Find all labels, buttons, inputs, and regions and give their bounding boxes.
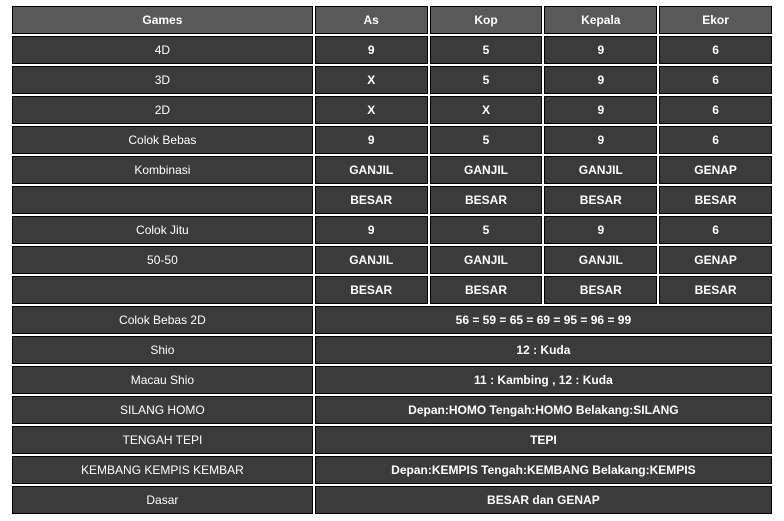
game-cell: 3D	[12, 66, 313, 94]
merged-value-cell: 11 : Kambing , 12 : Kuda	[315, 366, 772, 394]
table-row: Shio12 : Kuda	[12, 336, 772, 364]
value-cell: BESAR	[544, 276, 657, 304]
game-cell: Colok Jitu	[12, 216, 313, 244]
merged-value-cell: 12 : Kuda	[315, 336, 772, 364]
value-cell: BESAR	[659, 186, 772, 214]
game-cell: Dasar	[12, 486, 313, 514]
table-body: 4D95963DX5962DXX96Colok Bebas9596Kombina…	[12, 36, 772, 514]
table-row: KombinasiGANJILGANJILGANJILGENAP	[12, 156, 772, 184]
value-cell: 5	[430, 36, 543, 64]
game-cell: Macau Shio	[12, 366, 313, 394]
value-cell: X	[315, 66, 428, 94]
value-cell: X	[430, 96, 543, 124]
game-cell: 50-50	[12, 246, 313, 274]
game-cell: 2D	[12, 96, 313, 124]
col-header-kop: Kop	[430, 6, 543, 34]
value-cell: X	[315, 96, 428, 124]
value-cell: BESAR	[659, 276, 772, 304]
value-cell: 9	[315, 36, 428, 64]
value-cell: GANJIL	[315, 246, 428, 274]
value-cell: 9	[544, 66, 657, 94]
game-cell: Colok Bebas	[12, 126, 313, 154]
value-cell: GENAP	[659, 246, 772, 274]
value-cell: 9	[544, 96, 657, 124]
game-cell	[12, 276, 313, 304]
value-cell: GENAP	[659, 156, 772, 184]
value-cell: 9	[315, 216, 428, 244]
table-row: TENGAH TEPITEPI	[12, 426, 772, 454]
table-row: DasarBESAR dan GENAP	[12, 486, 772, 514]
merged-value-cell: Depan:HOMO Tengah:HOMO Belakang:SILANG	[315, 396, 772, 424]
table-row: SILANG HOMODepan:HOMO Tengah:HOMO Belaka…	[12, 396, 772, 424]
value-cell: GANJIL	[430, 246, 543, 274]
table-header-row: Games As Kop Kepala Ekor	[12, 6, 772, 34]
value-cell: 6	[659, 126, 772, 154]
table-row: BESARBESARBESARBESAR	[12, 186, 772, 214]
value-cell: 6	[659, 36, 772, 64]
value-cell: 9	[315, 126, 428, 154]
table-row: BESARBESARBESARBESAR	[12, 276, 772, 304]
game-cell: 4D	[12, 36, 313, 64]
value-cell: GANJIL	[315, 156, 428, 184]
value-cell: GANJIL	[544, 156, 657, 184]
value-cell: 9	[544, 36, 657, 64]
value-cell: BESAR	[315, 186, 428, 214]
game-cell: Colok Bebas 2D	[12, 306, 313, 334]
value-cell: 6	[659, 66, 772, 94]
value-cell: 9	[544, 216, 657, 244]
value-cell: BESAR	[315, 276, 428, 304]
value-cell: 5	[430, 66, 543, 94]
merged-value-cell: BESAR dan GENAP	[315, 486, 772, 514]
table-row: 50-50GANJILGANJILGANJILGENAP	[12, 246, 772, 274]
game-cell: Kombinasi	[12, 156, 313, 184]
merged-value-cell: Depan:KEMPIS Tengah:KEMBANG Belakang:KEM…	[315, 456, 772, 484]
table-row: 4D9596	[12, 36, 772, 64]
table-row: Colok Jitu9596	[12, 216, 772, 244]
table-row: Colok Bebas 2D56 = 59 = 65 = 69 = 95 = 9…	[12, 306, 772, 334]
merged-value-cell: TEPI	[315, 426, 772, 454]
value-cell: BESAR	[544, 186, 657, 214]
value-cell: 5	[430, 126, 543, 154]
value-cell: BESAR	[430, 186, 543, 214]
col-header-as: As	[315, 6, 428, 34]
value-cell: 6	[659, 96, 772, 124]
col-header-kepala: Kepala	[544, 6, 657, 34]
value-cell: 5	[430, 216, 543, 244]
value-cell: 6	[659, 216, 772, 244]
value-cell: 9	[544, 126, 657, 154]
game-cell: Shio	[12, 336, 313, 364]
value-cell: BESAR	[430, 276, 543, 304]
game-cell: SILANG HOMO	[12, 396, 313, 424]
table-row: Macau Shio11 : Kambing , 12 : Kuda	[12, 366, 772, 394]
value-cell: GANJIL	[430, 156, 543, 184]
table-row: KEMBANG KEMPIS KEMBARDepan:KEMPIS Tengah…	[12, 456, 772, 484]
results-table: Games As Kop Kepala Ekor 4D95963DX5962DX…	[10, 4, 774, 516]
merged-value-cell: 56 = 59 = 65 = 69 = 95 = 96 = 99	[315, 306, 772, 334]
col-header-ekor: Ekor	[659, 6, 772, 34]
table-row: 3DX596	[12, 66, 772, 94]
game-cell: KEMBANG KEMPIS KEMBAR	[12, 456, 313, 484]
value-cell: GANJIL	[544, 246, 657, 274]
col-header-games: Games	[12, 6, 313, 34]
game-cell	[12, 186, 313, 214]
table-row: Colok Bebas9596	[12, 126, 772, 154]
game-cell: TENGAH TEPI	[12, 426, 313, 454]
table-row: 2DXX96	[12, 96, 772, 124]
